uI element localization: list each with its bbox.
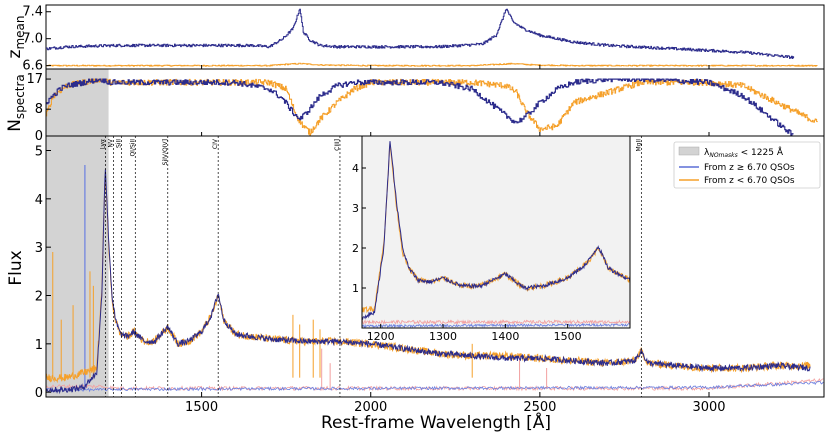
panel-flux: 0 1 2 3 4 5 1500 2000 2500 3000 Lyα NV SiII OI/SiII… [6, 65, 825, 433]
flux-x-tick-label: 3000 [692, 400, 725, 415]
flux-y-tick-label: 1 [35, 338, 43, 353]
flux-y-tick-label: 4 [35, 193, 43, 208]
inset-err-low-z [361, 318, 631, 326]
inset-y-ticks: 1 2 3 4 [352, 162, 366, 295]
inset-y-tick-label: 4 [352, 162, 359, 175]
inset-x-ticks: 1200 1300 1400 1500 [367, 324, 582, 343]
zmean-y-tick-label: 7.0 [22, 32, 43, 47]
panel-nspectra: 0 8 17 Nspectra [5, 68, 825, 144]
inset-background [362, 136, 630, 328]
zmean-y-tick-label: 7.4 [22, 5, 43, 20]
legend-mask-swatch [678, 146, 700, 156]
flux-y-ticks: 0 1 2 3 4 5 [35, 145, 51, 401]
nspectra-y-tick-label: 17 [26, 72, 43, 87]
panel-zmean: 6.6 7.0 7.4 zmean [5, 4, 825, 74]
emission-line-label: Lyα [100, 139, 107, 149]
nspectra-line-high-z [46, 78, 794, 136]
emission-line-label: SiIV/OIV] [162, 139, 169, 165]
zmean-y-tick-label: 6.6 [22, 59, 43, 74]
inset-line-high-z [361, 141, 631, 320]
inset-x-tick-label: 1300 [429, 330, 457, 343]
emission-lines: Lyα NV SiII OI/SiII SiIV/OIV] CIV CIII] MgII [100, 136, 642, 397]
inset-x-tick-label: 1400 [491, 330, 519, 343]
nspectra-ylabel-sub: spectra [13, 74, 27, 119]
zmean-series [46, 8, 818, 67]
emission-line-label: NV [108, 138, 115, 147]
nspectra-series [46, 69, 818, 136]
flux-ylabel: Flux [6, 250, 26, 285]
nspectra-line-low-z [46, 78, 818, 136]
emission-line-label: SiII [115, 139, 122, 148]
nspectra-y-tick-label: 8 [35, 102, 43, 117]
legend-mask-lambda: λ [704, 148, 710, 158]
inset-x-tick-label: 1200 [367, 330, 395, 343]
flux-y-tick-label: 0 [35, 386, 43, 401]
legend-mask-label: λNOmasks < 1225 Å [704, 146, 784, 159]
flux-series [45, 136, 824, 397]
legend-low-z-label: From z < 6.70 QSOs [704, 176, 795, 186]
nspectra-y-tick-label: 0 [35, 129, 43, 144]
flux-err-high-z [45, 380, 824, 393]
inset-y-tick-label: 2 [352, 242, 359, 255]
emission-line-label: CIV [212, 138, 219, 149]
zmean-line-high-z [46, 8, 795, 59]
zmean-ylabel-main: z [5, 49, 25, 58]
legend-high-z-label: From z ≥ 6.70 QSOs [704, 163, 795, 173]
nspectra-ylabel-main: N [5, 119, 25, 132]
flux-x-tick-label: 1500 [185, 400, 218, 415]
legend-box [673, 141, 821, 189]
zmean-y-ticks: 6.6 7.0 7.4 [22, 5, 51, 74]
zmean-ylabel-sub: mean [13, 16, 27, 50]
inset-plot: 1200 1300 1400 1500 1 2 3 4 [352, 135, 631, 343]
zmean-line-low-z [46, 62, 818, 67]
emission-line-label: OI/SiII [129, 139, 136, 157]
inset-y-tick-label: 1 [352, 282, 359, 295]
flux-y-tick-label: 2 [35, 290, 43, 305]
inset-x-tick-label: 1500 [554, 330, 582, 343]
inset-y-tick-label: 3 [352, 202, 359, 215]
nspectra-ylabel: Nspectra [5, 74, 27, 132]
inset-series [361, 141, 631, 329]
inset-err-high-z [361, 322, 631, 329]
nspectra-frame [45, 68, 825, 137]
flux-x-ticks: 1500 2000 2500 3000 [185, 65, 726, 415]
flux-y-tick-label: 3 [35, 241, 43, 256]
legend: λNOmasks < 1225 Å From z ≥ 6.70 QSOs Fro… [673, 141, 821, 189]
emission-line-label: MgII [635, 139, 642, 152]
emission-line-label: CIII] [334, 139, 341, 151]
flux-y-tick-label: 5 [35, 145, 43, 160]
zmean-ylabel: zmean [5, 16, 27, 59]
legend-mask-rest: < 1225 Å [738, 146, 784, 158]
flux-line-high-z [45, 169, 811, 395]
zmean-frame [45, 4, 825, 70]
inset-frame [361, 135, 631, 329]
x-axis-label: Rest-frame Wavelength [Å] [321, 411, 551, 433]
flux-x-tick-label: 2500 [523, 400, 556, 415]
flux-x-tick-label: 2000 [354, 400, 387, 415]
flux-mask-region [46, 136, 109, 397]
legend-mask-sub: NOmasks [709, 152, 737, 159]
